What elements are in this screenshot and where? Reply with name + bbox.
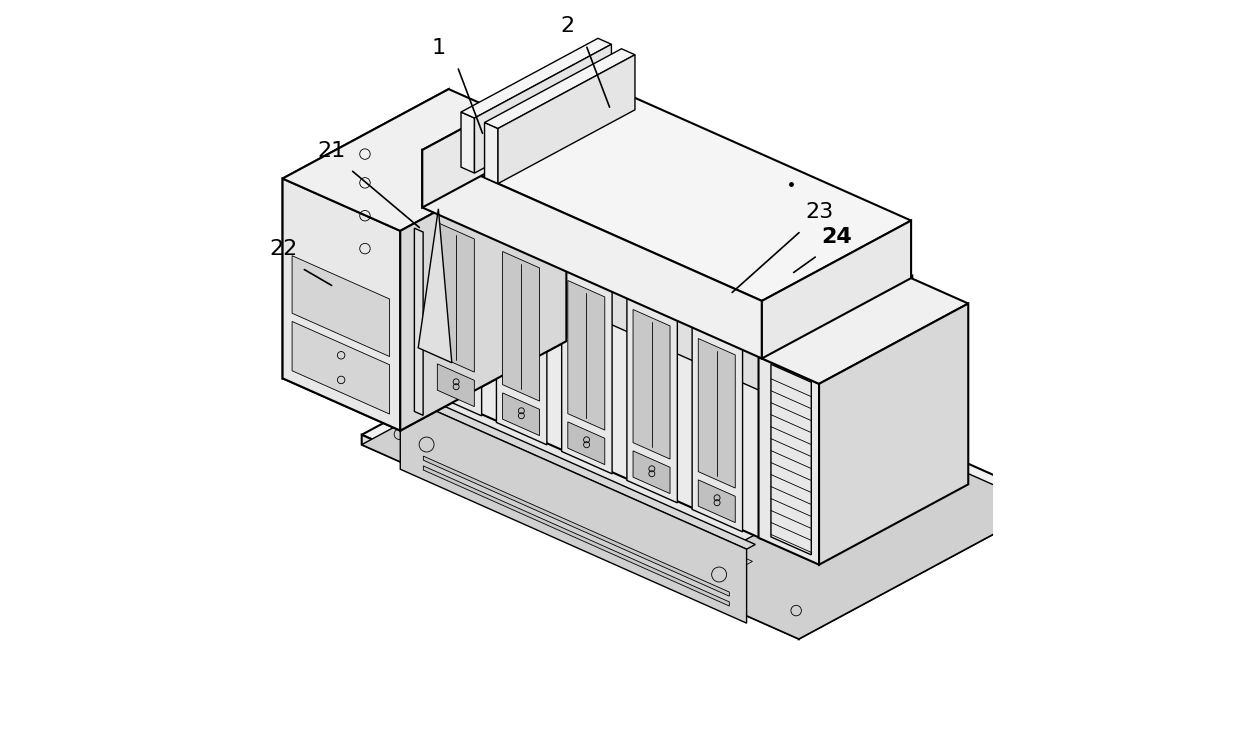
Polygon shape: [567, 280, 605, 430]
Polygon shape: [844, 244, 895, 450]
Polygon shape: [282, 289, 566, 430]
Polygon shape: [498, 55, 634, 184]
Polygon shape: [712, 194, 875, 279]
Polygon shape: [714, 186, 763, 392]
Polygon shape: [282, 89, 566, 231]
Text: 21: 21: [317, 141, 346, 160]
Polygon shape: [497, 157, 699, 261]
Polygon shape: [633, 310, 670, 459]
Polygon shape: [819, 304, 968, 565]
Polygon shape: [517, 107, 679, 192]
Polygon shape: [616, 152, 743, 280]
Polygon shape: [461, 38, 611, 118]
Polygon shape: [475, 44, 611, 173]
Polygon shape: [484, 122, 498, 184]
Polygon shape: [422, 70, 911, 301]
Polygon shape: [799, 497, 1043, 639]
Polygon shape: [362, 303, 1043, 629]
Polygon shape: [424, 466, 730, 606]
Polygon shape: [503, 251, 539, 401]
Polygon shape: [497, 238, 546, 445]
Text: 22: 22: [269, 239, 297, 260]
Polygon shape: [582, 128, 633, 335]
Polygon shape: [437, 223, 475, 372]
Polygon shape: [627, 214, 829, 319]
Polygon shape: [451, 79, 613, 163]
Polygon shape: [419, 209, 452, 363]
Polygon shape: [422, 150, 762, 358]
Polygon shape: [437, 364, 475, 407]
Polygon shape: [486, 94, 613, 222]
Polygon shape: [292, 256, 389, 356]
Polygon shape: [414, 228, 424, 416]
Polygon shape: [282, 178, 400, 430]
Polygon shape: [451, 148, 486, 222]
Polygon shape: [431, 209, 482, 416]
Polygon shape: [633, 451, 670, 494]
Text: 23: 23: [805, 202, 834, 222]
Polygon shape: [567, 422, 605, 464]
Polygon shape: [693, 326, 742, 532]
Text: 2: 2: [560, 16, 574, 36]
Polygon shape: [424, 456, 730, 596]
Polygon shape: [648, 157, 699, 363]
Polygon shape: [712, 263, 746, 338]
Polygon shape: [561, 186, 763, 290]
Polygon shape: [362, 435, 799, 639]
Polygon shape: [762, 220, 911, 358]
Polygon shape: [431, 128, 633, 232]
Polygon shape: [517, 176, 550, 251]
Polygon shape: [627, 296, 678, 502]
Polygon shape: [503, 393, 539, 436]
Polygon shape: [693, 244, 895, 348]
Polygon shape: [282, 89, 449, 378]
Polygon shape: [746, 210, 875, 338]
Polygon shape: [647, 235, 681, 309]
Polygon shape: [422, 70, 571, 208]
Polygon shape: [484, 49, 634, 128]
Polygon shape: [699, 338, 735, 488]
Polygon shape: [400, 391, 756, 549]
Polygon shape: [778, 214, 829, 422]
Polygon shape: [400, 395, 747, 623]
Polygon shape: [761, 276, 912, 538]
Polygon shape: [292, 322, 389, 414]
Polygon shape: [461, 112, 475, 173]
Polygon shape: [647, 166, 809, 250]
Polygon shape: [561, 267, 612, 474]
Polygon shape: [421, 125, 912, 358]
Polygon shape: [581, 206, 616, 280]
Polygon shape: [379, 383, 740, 578]
Polygon shape: [362, 313, 1043, 639]
Polygon shape: [699, 480, 735, 523]
Polygon shape: [421, 206, 761, 538]
Polygon shape: [681, 181, 809, 309]
Polygon shape: [699, 544, 752, 568]
Polygon shape: [400, 142, 566, 430]
Polygon shape: [758, 277, 968, 384]
Text: 1: 1: [431, 38, 446, 58]
Text: 24: 24: [820, 226, 851, 247]
Polygon shape: [758, 357, 819, 565]
Polygon shape: [581, 136, 743, 220]
Polygon shape: [379, 368, 768, 543]
Polygon shape: [550, 123, 679, 251]
